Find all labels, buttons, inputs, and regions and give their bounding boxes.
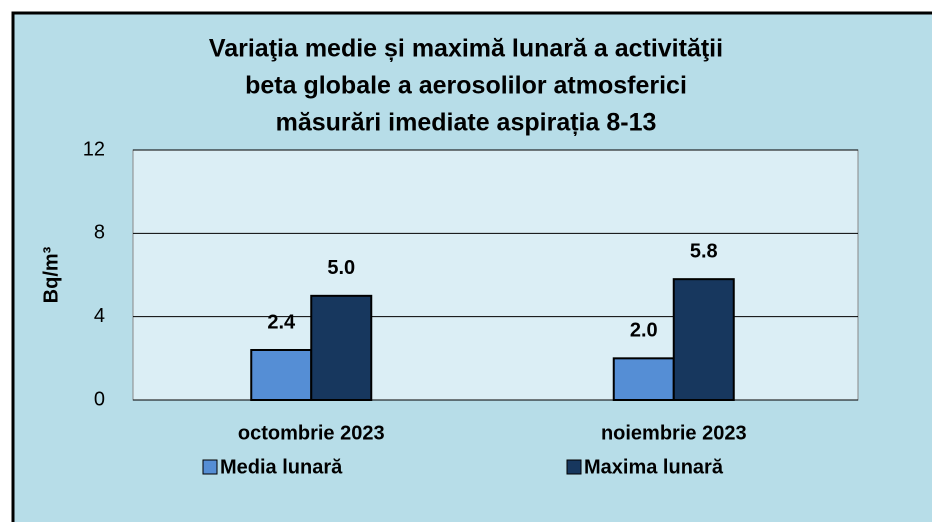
legend-swatch bbox=[566, 459, 582, 475]
y-axis-label: Bq/m³ bbox=[40, 246, 62, 303]
x-tick-label: octombrie 2023 bbox=[238, 422, 385, 444]
y-tick-label: 12 bbox=[83, 138, 105, 160]
chart-title: beta globale a aerosolilor atmosferici bbox=[245, 72, 687, 100]
plot-area bbox=[132, 149, 859, 401]
bar bbox=[612, 357, 675, 402]
bar bbox=[310, 294, 373, 402]
legend-label: Media lunară bbox=[220, 456, 343, 478]
legend-swatch bbox=[202, 459, 218, 475]
chart-title: măsurări imediate aspirația 8-13 bbox=[276, 109, 657, 137]
y-tick-label: 4 bbox=[94, 305, 105, 327]
value-label: 2.4 bbox=[267, 311, 296, 333]
value-label: 5.0 bbox=[327, 257, 355, 279]
y-tick-label: 8 bbox=[94, 222, 105, 244]
bar bbox=[672, 278, 735, 401]
x-tick-label: noiembrie 2023 bbox=[601, 422, 747, 444]
legend-label: Maxima lunară bbox=[584, 456, 724, 478]
y-tick-label: 0 bbox=[94, 388, 105, 410]
chart-title: Variaţia medie și maximă lunară a activi… bbox=[209, 35, 723, 63]
value-label: 5.8 bbox=[690, 240, 718, 262]
bar bbox=[250, 349, 313, 401]
value-label: 2.0 bbox=[630, 320, 658, 342]
